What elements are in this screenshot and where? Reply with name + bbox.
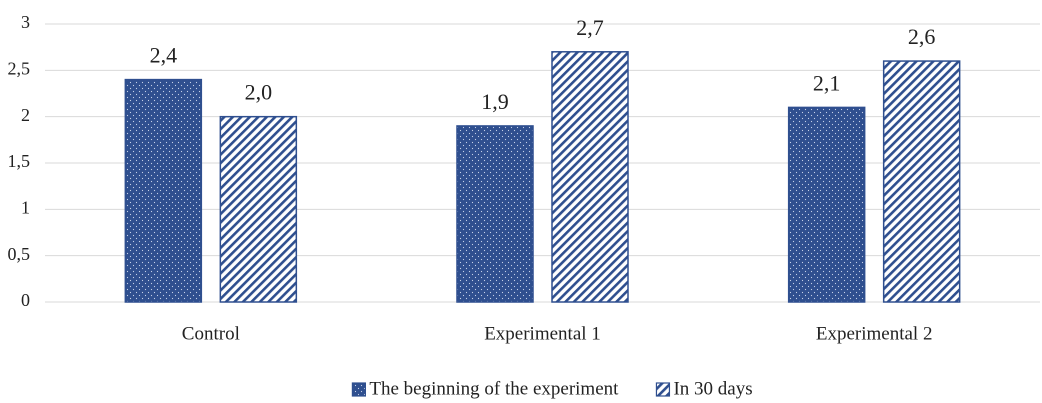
bar [219,115,298,303]
legend-label: In 30 days [673,378,752,399]
value-label: 2,7 [576,15,604,40]
x-tick-label: Experimental 2 [816,323,933,344]
y-tick-label: 2,5 [8,58,31,78]
legend-swatch [351,382,366,397]
bar [456,125,534,303]
y-tick-label: 2 [21,105,30,125]
y-tick-label: 0,5 [8,244,31,264]
legend-label: The beginning of the experiment [369,378,619,399]
value-label: 2,1 [813,70,841,95]
value-label: 2,6 [908,24,936,49]
y-tick-label: 0 [21,290,30,310]
x-tick-label: Experimental 1 [484,323,601,344]
value-label: 2,4 [150,43,178,68]
value-label: 1,9 [481,89,509,114]
bar [787,106,866,303]
x-tick-label: Control [182,323,240,344]
y-tick-label: 3 [21,12,30,32]
value-label: 2,0 [245,80,273,105]
bar [551,51,629,303]
bar [124,78,203,303]
y-tick-label: 1 [21,197,30,217]
bar [882,60,961,303]
y-tick-label: 1,5 [8,151,31,171]
legend-swatch [655,382,671,397]
